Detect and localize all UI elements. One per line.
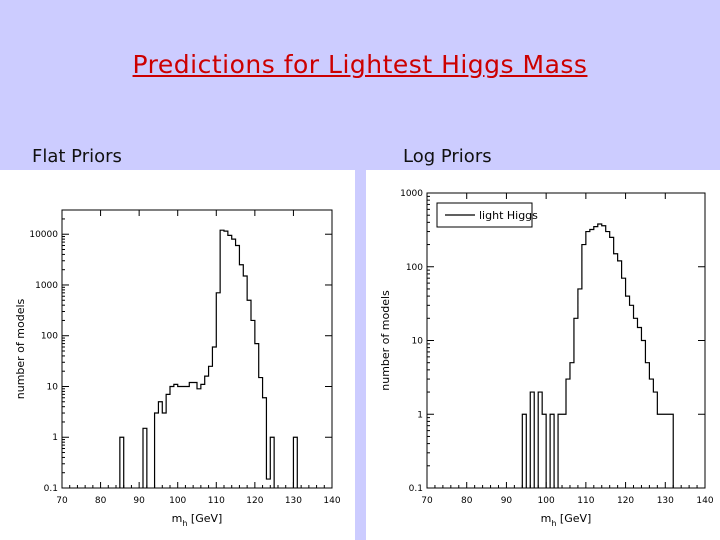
histogram-series xyxy=(521,223,674,488)
plot-frame xyxy=(426,192,706,489)
histogram-series xyxy=(119,229,298,488)
legend-label: light Higgs xyxy=(479,209,538,222)
x-tick-label: 70 xyxy=(56,496,68,506)
y-tick-label: 10000 xyxy=(29,230,58,240)
y-tick-label: 1000 xyxy=(400,189,423,199)
flat-priors-histogram: 70 80 90 100 110 120 130 1400.1110100100010000m… xyxy=(14,209,341,528)
log-priors-panel: 70 80 90 100 110 120 130 140 0.1 1 10 100 1000 mh [Ge… xyxy=(366,170,720,540)
y-axis-label: number of models xyxy=(14,298,27,399)
y-tick-label: 1 xyxy=(52,433,58,443)
flat-priors-panel: 70 80 90 100 110 120 130 140 0.1 1 10 100 1000 10000 m… xyxy=(0,170,355,540)
y-tick-label: 100 xyxy=(41,332,58,342)
x-tick-label: 120 xyxy=(617,496,634,506)
x-tick-label: 110 xyxy=(577,496,594,506)
y-tick-label: 10 xyxy=(47,382,59,392)
x-tick-label: 140 xyxy=(696,496,713,506)
y-axis-label: number of models xyxy=(379,290,392,391)
x-tick-label: 120 xyxy=(246,496,263,506)
plot-frame xyxy=(61,209,333,489)
flat-priors-label: Flat Priors xyxy=(32,146,122,167)
x-tick-label: 130 xyxy=(285,496,302,506)
x-tick-label: 110 xyxy=(208,496,225,506)
log-priors-label: Log Priors xyxy=(403,146,492,167)
x-tick-label: 100 xyxy=(538,496,555,506)
y-tick-label: 100 xyxy=(406,263,423,273)
y-tick-label: 1 xyxy=(417,410,423,420)
y-tick-label: 10 xyxy=(412,337,424,347)
x-tick-label: 80 xyxy=(461,496,473,506)
slide-title: Predictions for Lightest Higgs Mass xyxy=(132,50,588,79)
x-tick-label: 130 xyxy=(657,496,674,506)
x-tick-label: 100 xyxy=(169,496,186,506)
x-tick-label: 80 xyxy=(95,496,107,506)
x-axis-label: mh [GeV] xyxy=(172,512,223,528)
x-tick-label: 70 xyxy=(421,496,433,506)
y-tick-label: 1000 xyxy=(35,281,58,291)
y-tick-label: 0.1 xyxy=(409,484,423,494)
x-axis-label: mh [GeV] xyxy=(541,512,592,528)
x-tick-label: 140 xyxy=(323,496,340,506)
y-tick-label: 0.1 xyxy=(44,484,58,494)
x-tick-label: 90 xyxy=(133,496,145,506)
x-tick-label: 90 xyxy=(501,496,513,506)
